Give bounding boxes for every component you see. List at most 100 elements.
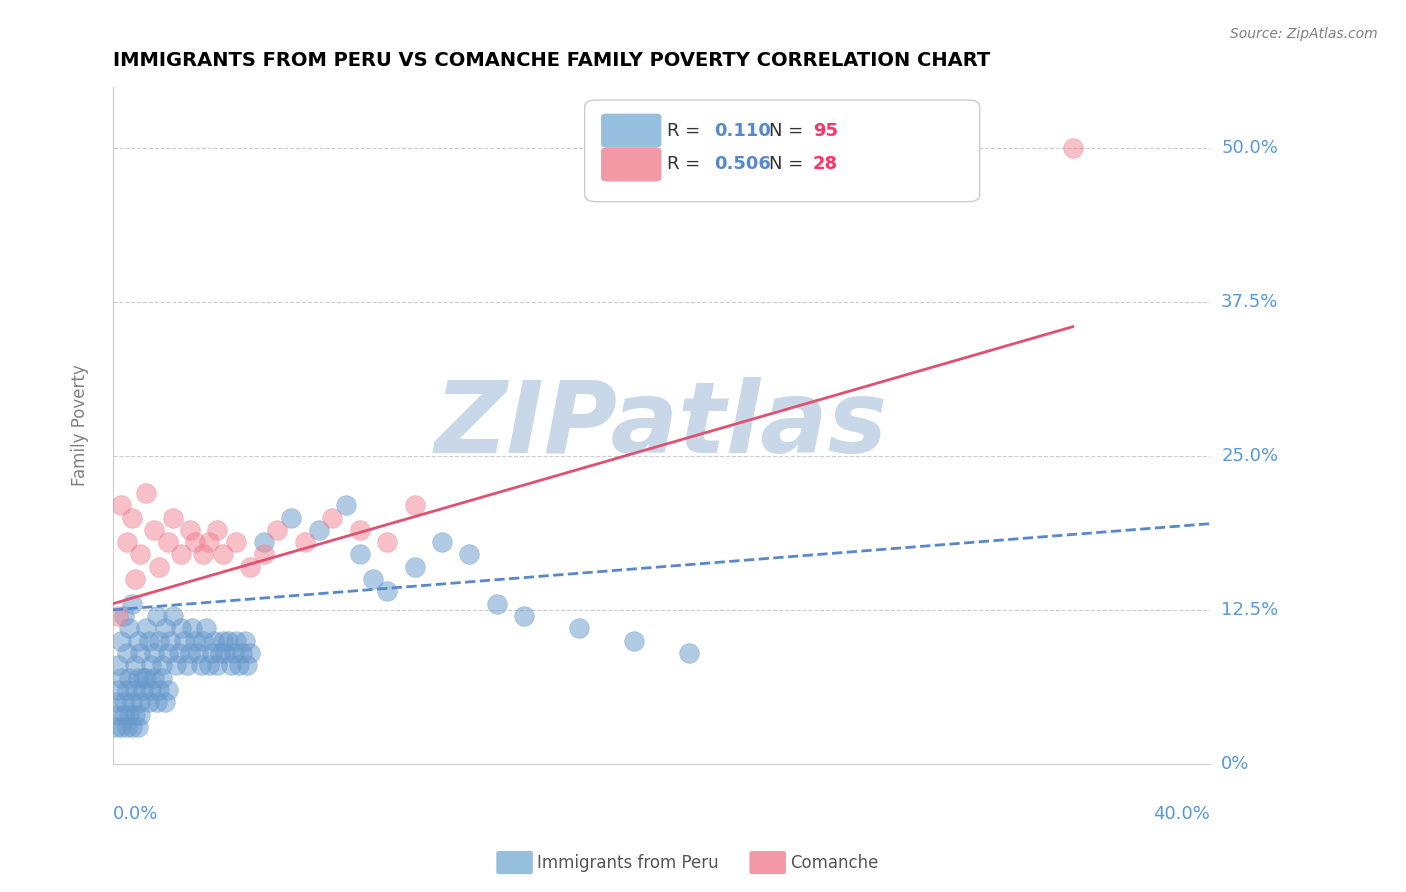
Point: [112, 707, 135, 722]
Point: [110, 671, 132, 685]
Text: ZIPatlas: ZIPatlas: [434, 376, 889, 474]
Point: [1062, 141, 1084, 155]
Point: [115, 535, 138, 549]
Point: [107, 658, 129, 673]
Point: [363, 572, 385, 586]
Point: [138, 633, 160, 648]
Point: [143, 646, 166, 660]
Point: [623, 633, 645, 648]
Point: [198, 535, 221, 549]
Point: [253, 548, 276, 562]
Point: [219, 658, 242, 673]
Point: [135, 486, 157, 500]
Point: [179, 523, 201, 537]
Point: [118, 671, 141, 685]
Point: [228, 658, 250, 673]
Text: R =: R =: [666, 121, 706, 139]
Point: [135, 671, 157, 685]
Point: [115, 646, 138, 660]
Point: [132, 671, 155, 685]
Point: [153, 695, 176, 709]
Point: [118, 707, 141, 722]
Text: N =: N =: [769, 155, 808, 173]
Point: [148, 633, 170, 648]
Point: [375, 535, 398, 549]
Point: [280, 510, 302, 524]
Point: [308, 523, 330, 537]
Point: [110, 498, 132, 512]
Point: [145, 695, 167, 709]
Point: [121, 695, 143, 709]
Point: [143, 523, 166, 537]
Point: [124, 658, 146, 673]
Text: Immigrants from Peru: Immigrants from Peru: [537, 854, 718, 871]
Text: Source: ZipAtlas.com: Source: ZipAtlas.com: [1230, 27, 1378, 41]
Point: [233, 633, 256, 648]
Text: R =: R =: [666, 155, 706, 173]
Point: [148, 559, 170, 574]
Point: [335, 498, 357, 512]
Text: 25.0%: 25.0%: [1222, 447, 1278, 465]
Point: [170, 621, 193, 635]
Text: IMMIGRANTS FROM PERU VS COMANCHE FAMILY POVERTY CORRELATION CHART: IMMIGRANTS FROM PERU VS COMANCHE FAMILY …: [112, 51, 990, 70]
Point: [485, 597, 508, 611]
Point: [568, 621, 591, 635]
Point: [225, 535, 247, 549]
FancyBboxPatch shape: [602, 113, 661, 147]
Point: [135, 621, 157, 635]
Point: [110, 720, 132, 734]
Point: [127, 720, 149, 734]
Point: [217, 633, 239, 648]
Point: [205, 523, 228, 537]
Point: [239, 646, 262, 660]
Point: [678, 646, 700, 660]
Point: [148, 682, 170, 697]
Point: [143, 671, 166, 685]
Text: 28: 28: [813, 155, 838, 173]
Point: [115, 720, 138, 734]
Text: 12.5%: 12.5%: [1222, 601, 1278, 619]
Point: [141, 658, 163, 673]
Text: 0%: 0%: [1222, 755, 1250, 772]
Point: [129, 695, 152, 709]
Point: [231, 646, 253, 660]
Point: [165, 658, 187, 673]
Point: [179, 646, 201, 660]
Point: [173, 633, 195, 648]
Point: [167, 646, 190, 660]
Point: [150, 671, 173, 685]
Point: [458, 548, 481, 562]
Point: [162, 510, 184, 524]
Point: [153, 621, 176, 635]
Point: [112, 609, 135, 624]
Point: [150, 658, 173, 673]
Point: [184, 535, 207, 549]
Point: [121, 510, 143, 524]
Point: [184, 633, 207, 648]
Point: [107, 707, 129, 722]
Point: [236, 658, 259, 673]
Point: [321, 510, 343, 524]
Point: [375, 584, 398, 599]
Point: [121, 597, 143, 611]
FancyBboxPatch shape: [585, 100, 980, 202]
Text: 0.506: 0.506: [714, 155, 770, 173]
Point: [404, 559, 426, 574]
Point: [430, 535, 453, 549]
Point: [107, 609, 129, 624]
Point: [181, 621, 204, 635]
Point: [253, 535, 276, 549]
Point: [104, 695, 127, 709]
Text: 40.0%: 40.0%: [1153, 805, 1211, 823]
Point: [266, 523, 288, 537]
Point: [190, 658, 212, 673]
Point: [115, 682, 138, 697]
Point: [138, 695, 160, 709]
Point: [156, 682, 179, 697]
Point: [176, 658, 198, 673]
Point: [349, 523, 371, 537]
Point: [124, 572, 146, 586]
Point: [193, 548, 215, 562]
Point: [129, 646, 152, 660]
Point: [222, 646, 245, 660]
